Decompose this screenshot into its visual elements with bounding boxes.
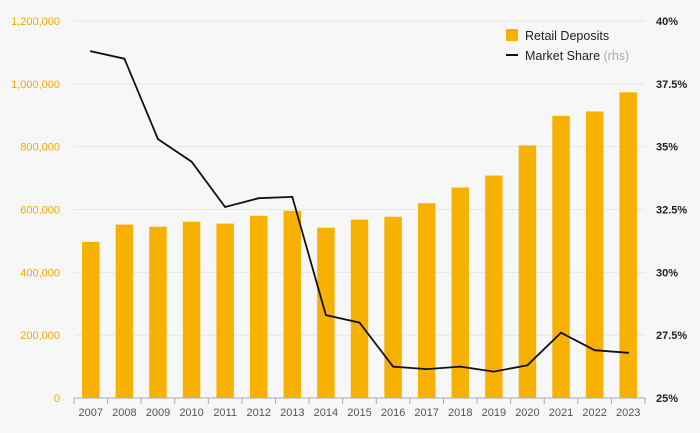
line-point: [392, 365, 394, 368]
line-point: [257, 197, 260, 200]
left-axis: 0 200,000 400,000 600,000 800,000 1,000,000 1,…: [11, 16, 60, 405]
x-tick-label: 2007: [79, 407, 103, 419]
line-point: [190, 160, 193, 163]
line-point: [224, 206, 227, 208]
right-tick-label: 37.5%: [656, 79, 687, 91]
x-tick-label: 2016: [381, 407, 405, 419]
legend-label-retail-deposits: Retail Deposits: [525, 29, 609, 43]
left-tick-label: 1,200,000: [11, 16, 60, 28]
right-tick-label: 40%: [656, 16, 678, 28]
bar: [384, 216, 402, 398]
legend-label-market-share: Market Share (rhs): [525, 49, 629, 63]
legend-swatch-retail-deposits: [506, 29, 518, 41]
right-tick-label: 25%: [656, 393, 678, 405]
line-point: [358, 321, 361, 324]
right-tick-label: 30%: [656, 267, 678, 279]
x-axis: 2007 2008 2009 2010 2011 2012 2013 2014 2015 2016…: [73, 397, 646, 419]
x-tick-label: 2011: [213, 407, 237, 419]
legend-label-market-share-name: Market Share: [525, 49, 600, 63]
line-point: [89, 50, 92, 53]
bar: [216, 223, 234, 398]
bar-series-retail-deposits: [82, 92, 637, 399]
line-point: [492, 370, 495, 373]
line-point: [627, 351, 630, 354]
x-tick-label: 2012: [246, 407, 270, 419]
left-tick-label: 0: [54, 393, 60, 405]
bar: [82, 241, 100, 398]
x-tick-label: 2017: [414, 407, 438, 419]
left-tick-label: 800,000: [20, 142, 60, 154]
x-tick-label: 2010: [179, 407, 203, 419]
line-series-market-share: [89, 50, 630, 373]
right-tick-label: 27.5%: [656, 330, 687, 342]
left-tick-label: 400,000: [20, 267, 60, 279]
line-point: [560, 331, 562, 334]
market-share-line: [90, 50, 629, 373]
x-tick-label: 2015: [347, 407, 371, 419]
bar: [585, 111, 604, 398]
line-point: [593, 349, 596, 352]
line-point: [325, 314, 327, 316]
bar: [250, 215, 268, 398]
legend-label-rhs: (rhs): [604, 49, 630, 63]
line-point: [526, 364, 529, 367]
left-tick-label: 1,000,000: [11, 79, 60, 91]
bar: [182, 221, 201, 398]
right-tick-label: 32.5%: [656, 205, 687, 217]
line-point: [123, 57, 126, 60]
bar: [518, 145, 537, 398]
bar: [485, 175, 503, 398]
bar: [552, 115, 570, 399]
bar: [451, 187, 469, 398]
right-tick-label: 35%: [656, 142, 678, 154]
x-tick-label: 2023: [616, 407, 640, 419]
bar: [350, 219, 369, 398]
x-tick-label: 2022: [582, 407, 606, 419]
x-tick-label: 2021: [549, 407, 573, 419]
x-tick-label: 2019: [482, 407, 506, 419]
line-point: [425, 368, 428, 370]
left-tick-label: 600,000: [20, 205, 60, 217]
bar: [149, 226, 167, 398]
right-axis: 25% 27.5% 30% 32.5% 35% 37.5% 40%: [656, 16, 687, 405]
x-tick-label: 2018: [448, 407, 472, 419]
legend: Retail Deposits Market Share (rhs): [506, 29, 629, 63]
x-tick-label: 2020: [515, 407, 539, 419]
line-point: [157, 138, 159, 141]
bar: [417, 203, 436, 398]
bar: [283, 210, 302, 398]
line-point: [291, 196, 294, 198]
bar: [115, 224, 134, 398]
x-tick-label: 2013: [280, 407, 304, 419]
x-tick-label: 2009: [146, 407, 170, 419]
left-tick-label: 200,000: [20, 330, 60, 342]
line-point: [459, 365, 462, 368]
bar: [619, 92, 637, 399]
x-tick-label: 2014: [314, 407, 338, 419]
x-tick-label: 2008: [112, 407, 136, 419]
